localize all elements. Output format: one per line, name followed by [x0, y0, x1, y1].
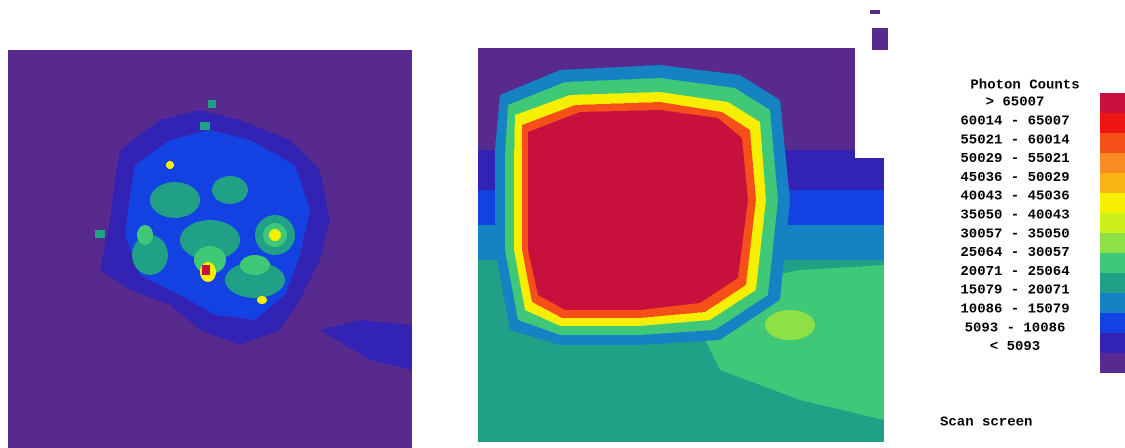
legend-swatch — [1100, 253, 1125, 273]
legend-swatch — [1100, 293, 1125, 313]
legend-swatch — [1100, 133, 1125, 153]
right-heatmap — [478, 10, 888, 442]
status-text: Scan screen — [940, 415, 1032, 431]
page: Photon Counts > 65007 60014 - 65007 55021 … — [0, 0, 1125, 448]
legend-label: 55021 - 60014 — [960, 132, 1069, 148]
legend-swatch — [1100, 153, 1125, 173]
legend-label: 20071 - 25064 — [960, 264, 1069, 280]
legend-swatch — [1100, 353, 1125, 373]
legend-title: Photon Counts — [970, 78, 1079, 94]
legend-label: 45036 - 50029 — [960, 170, 1069, 186]
legend-swatch — [1100, 333, 1125, 353]
legend-label: 15079 - 20071 — [960, 283, 1069, 299]
legend: Photon Counts > 65007 60014 - 65007 55021 … — [960, 78, 1125, 373]
legend-swatch — [1100, 113, 1125, 133]
legend-label: 25064 - 30057 — [960, 245, 1069, 261]
legend-label: 40043 - 45036 — [960, 189, 1069, 205]
legend-label: 10086 - 15079 — [960, 302, 1069, 318]
legend-swatch — [1100, 273, 1125, 293]
legend-label: 5093 - 10086 — [965, 320, 1066, 336]
left-heatmap — [8, 50, 412, 448]
legend-swatch — [1100, 313, 1125, 333]
legend-label: 60014 - 65007 — [960, 114, 1069, 130]
legend-swatch — [1100, 233, 1125, 253]
legend-label: 35050 - 40043 — [960, 208, 1069, 224]
legend-swatch — [1100, 193, 1125, 213]
legend-swatch — [1100, 93, 1125, 113]
legend-swatch — [1100, 173, 1125, 193]
legend-label: 30057 - 35050 — [960, 226, 1069, 242]
legend-swatch — [1100, 213, 1125, 233]
legend-label: > 65007 — [986, 95, 1045, 111]
screen: Photon Counts > 65007 60014 - 65007 55021 … — [0, 0, 1125, 448]
legend-label: < 5093 — [990, 339, 1040, 355]
legend-label: 50029 - 55021 — [960, 151, 1069, 167]
